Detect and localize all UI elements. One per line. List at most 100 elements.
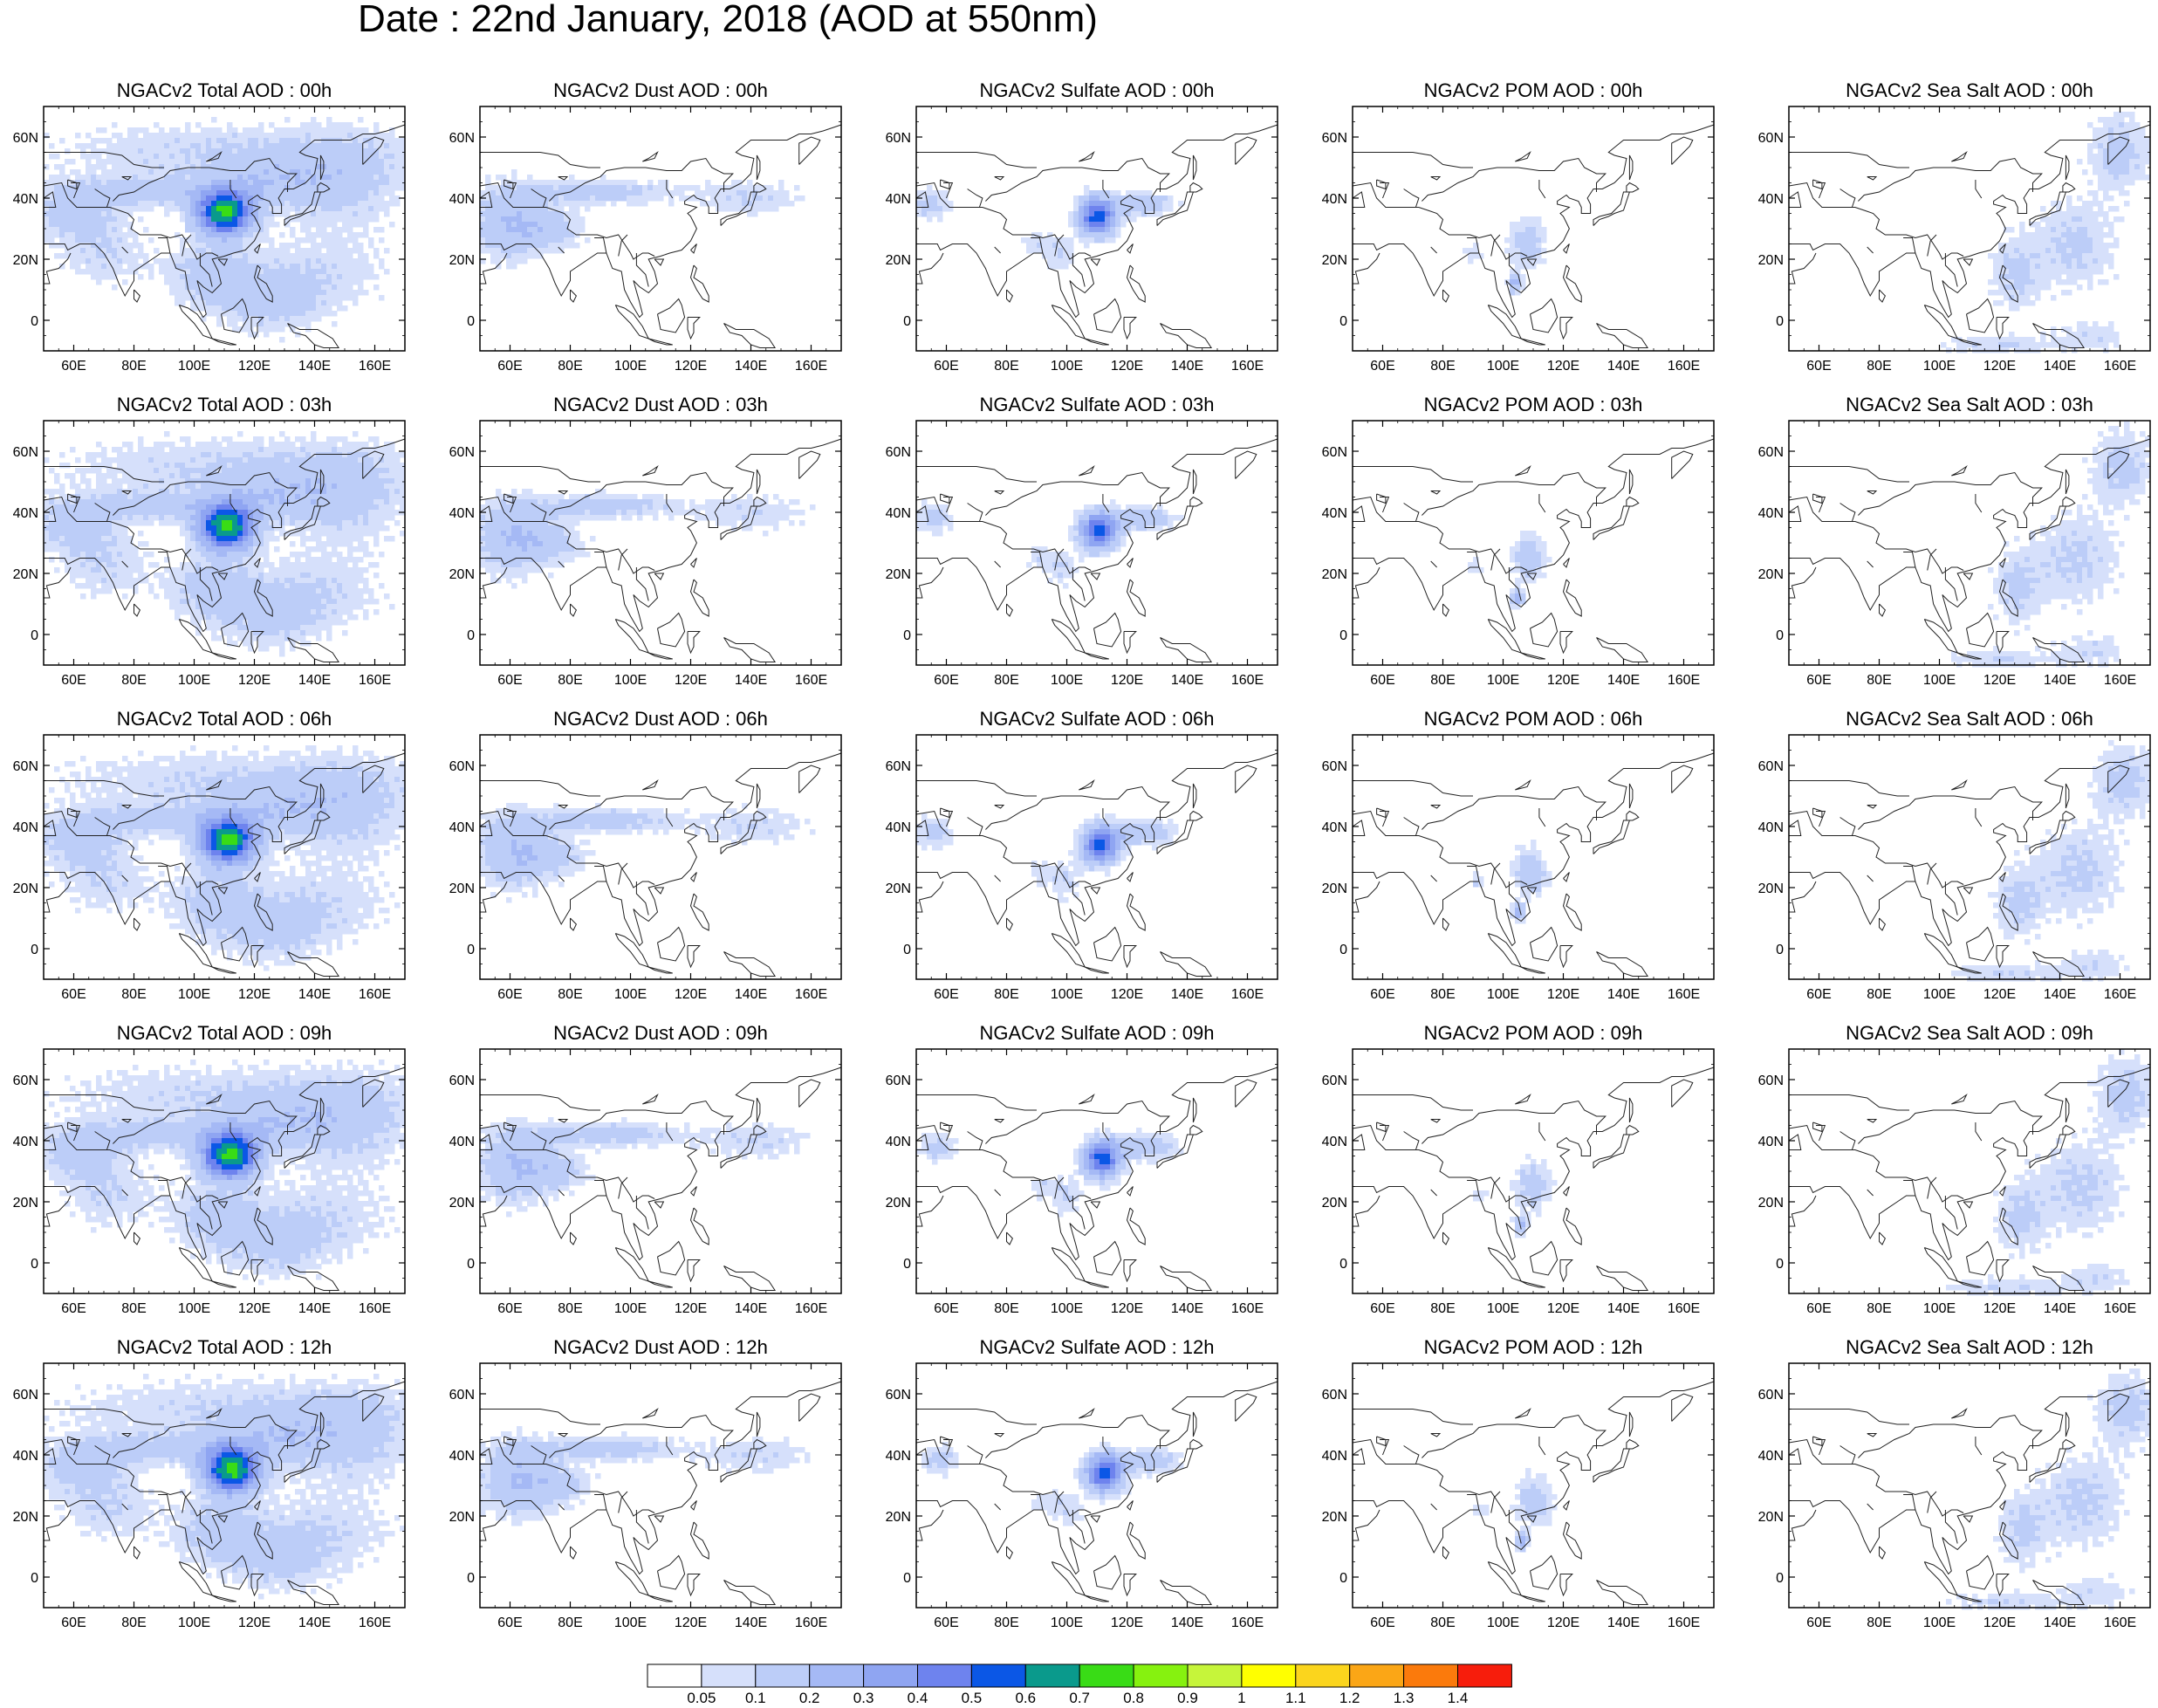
lon-tick-label: 80E [121, 1301, 146, 1316]
panel-title: NGACv2 Total AOD : 06h [17, 709, 431, 730]
lat-tick-label: 40N [449, 192, 475, 207]
lon-tick-label: 60E [1806, 1301, 1831, 1316]
panel-title: NGACv2 POM AOD : 00h [1326, 80, 1740, 101]
lat-tick-label: 60N [449, 759, 475, 774]
lon-tick-label: 120E [1983, 1615, 2016, 1630]
lat-tick-label: 0 [31, 943, 38, 957]
coastlines [43, 124, 406, 348]
lon-tick-label: 120E [675, 673, 707, 688]
lat-tick-label: 0 [467, 628, 475, 643]
aod-field [1941, 112, 2151, 353]
lat-tick-label: 60N [886, 445, 911, 460]
lat-tick-label: 0 [31, 1571, 38, 1586]
lat-tick-label: 40N [1758, 820, 1784, 835]
map-plot: 60E 80E 100E 120E 140E 160E 60N 40N 20N 0 [13, 734, 406, 1002]
lon-tick-label: 140E [1171, 673, 1203, 688]
lat-tick-label: 20N [1322, 881, 1347, 896]
map-plot: 60E 80E 100E 120E 140E 160E 60N 40N 20N 0 [1758, 734, 2151, 1002]
lon-tick-label: 60E [1806, 987, 1831, 1002]
colorbar-swatch [1079, 1663, 1134, 1688]
lat-tick-label: 40N [13, 820, 38, 835]
lon-tick-label: 140E [1171, 1301, 1203, 1316]
lat-tick-label: 20N [1322, 1510, 1347, 1525]
panel-title: NGACv2 Total AOD : 09h [17, 1023, 431, 1044]
lon-tick-label: 80E [121, 359, 146, 374]
coastlines [1352, 124, 1715, 348]
lon-tick-label: 80E [994, 1615, 1018, 1630]
aod-colorbar: 0.05 0.1 0.2 0.3 0.4 0.5 0.6 0.7 0.8 0.9 1 1.1 1.2 1.… [647, 1663, 1512, 1705]
map-plot: 60E 80E 100E 120E 140E 160E 60N 40N 20N 0 [1322, 106, 1715, 374]
lon-tick-label: 60E [1806, 359, 1831, 374]
map-plot: 60E 80E 100E 120E 140E 160E 60N 40N 20N 0 [1322, 1048, 1715, 1316]
lon-tick-label: 160E [1668, 359, 1700, 374]
panel-title: NGACv2 Sulfate AOD : 06h [890, 709, 1304, 730]
lon-tick-label: 60E [61, 359, 86, 374]
lon-tick-label: 100E [614, 1301, 647, 1316]
colorbar-label: 0.5 [962, 1690, 983, 1705]
lon-tick-label: 60E [1370, 359, 1394, 374]
lon-tick-label: 80E [1430, 1615, 1455, 1630]
lon-tick-label: 120E [1547, 673, 1579, 688]
panel-title: NGACv2 POM AOD : 03h [1326, 394, 1740, 415]
coastlines [43, 1067, 406, 1291]
lat-tick-label: 40N [13, 1135, 38, 1149]
lat-tick-label: 20N [449, 253, 475, 268]
lat-tick-label: 40N [449, 506, 475, 521]
map-plot: 60E 80E 100E 120E 140E 160E 60N 40N 20N 0 [1758, 106, 2151, 374]
lon-tick-label: 60E [1370, 1615, 1394, 1630]
lat-tick-label: 60N [886, 1388, 911, 1403]
lat-tick-label: 20N [449, 1510, 475, 1525]
lon-tick-label: 100E [614, 1615, 647, 1630]
lon-tick-label: 120E [1983, 987, 2016, 1002]
lon-tick-label: 160E [359, 1301, 391, 1316]
lat-tick-label: 60N [1322, 1074, 1347, 1088]
lat-tick-label: 0 [1339, 1257, 1347, 1272]
coastlines [43, 438, 406, 662]
panel-title: NGACv2 Sulfate AOD : 03h [890, 394, 1304, 415]
lon-tick-label: 80E [1867, 1615, 1891, 1630]
lon-tick-label: 120E [1111, 1615, 1143, 1630]
lon-tick-label: 160E [1231, 987, 1264, 1002]
colorbar-label: 0.1 [745, 1690, 766, 1705]
panel-title: NGACv2 Dust AOD : 12h [454, 1337, 867, 1358]
map-plot: 60E 80E 100E 120E 140E 160E 60N 40N 20N 0 [13, 420, 406, 688]
lat-tick-label: 20N [449, 881, 475, 896]
lon-tick-label: 100E [178, 359, 210, 374]
colorbar-label: 0.4 [908, 1690, 928, 1705]
lon-tick-label: 100E [1487, 1301, 1519, 1316]
lat-tick-label: 0 [903, 314, 911, 329]
lon-tick-label: 100E [1923, 359, 1956, 374]
coastlines [1352, 1381, 1715, 1605]
lon-tick-label: 60E [934, 673, 958, 688]
lat-tick-label: 20N [13, 253, 38, 268]
lat-tick-label: 60N [13, 131, 38, 146]
lon-tick-label: 60E [1370, 987, 1394, 1002]
lon-tick-label: 60E [497, 673, 522, 688]
lat-tick-label: 40N [1322, 820, 1347, 835]
map-plot: 60E 80E 100E 120E 140E 160E 60N 40N 20N 0 [886, 1048, 1278, 1316]
lat-tick-label: 20N [886, 881, 911, 896]
lon-tick-label: 160E [2104, 1615, 2136, 1630]
lon-tick-label: 80E [558, 987, 582, 1002]
lon-tick-label: 80E [558, 359, 582, 374]
coastlines [479, 752, 842, 977]
lon-tick-label: 80E [1430, 673, 1455, 688]
colorbar-swatch [863, 1663, 919, 1688]
coastlines [1352, 752, 1715, 977]
colorbar-swatch [1295, 1663, 1351, 1688]
lon-tick-label: 100E [178, 987, 210, 1002]
lon-tick-label: 140E [298, 673, 331, 688]
lon-tick-label: 120E [238, 673, 271, 688]
coastlines [915, 124, 1278, 348]
lon-tick-label: 60E [1370, 1301, 1394, 1316]
panel-title: NGACv2 Sea Salt AOD : 12h [1763, 1337, 2158, 1358]
panel-title: NGACv2 POM AOD : 09h [1326, 1023, 1740, 1044]
lon-tick-label: 100E [178, 1301, 210, 1316]
lat-tick-label: 40N [1758, 506, 1784, 521]
lat-tick-label: 0 [903, 1257, 911, 1272]
lat-tick-label: 0 [1776, 314, 1784, 329]
lon-tick-label: 140E [2044, 1615, 2076, 1630]
lat-tick-label: 0 [467, 1257, 475, 1272]
colorbar-swatch [1024, 1663, 1080, 1688]
